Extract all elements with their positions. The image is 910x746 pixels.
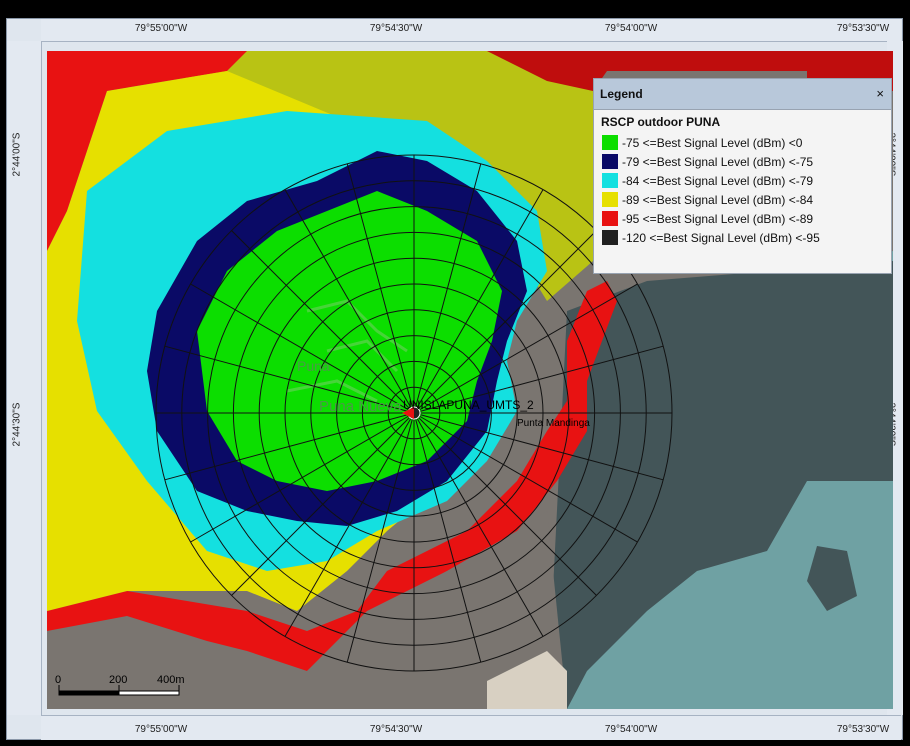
legend-item-label: -75 <=Best Signal Level (dBm) <0 [622,135,803,150]
scale-label: 400m [157,674,185,686]
grid-spoke [346,412,415,663]
legend-item: -120 <=Best Signal Level (dBm) <-95 [602,228,891,247]
top-lon-label: 79°54'30"W [369,23,423,34]
bottom-lon-label: 79°54'00"W [604,724,658,735]
legend-panel: Legend × RSCP outdoor PUNA -75 <=Best Si… [593,78,892,274]
legend-item-label: -95 <=Best Signal Level (dBm) <-89 [622,211,814,226]
map-frame: 79°55'00"W 79°54'30"W 79°54'00"W 79°53'3… [6,18,903,740]
red-coverage-ring [47,281,617,709]
grid-spoke [413,163,482,414]
grid-spoke [164,345,415,414]
top-lon-label: 79°54'00"W [604,23,658,34]
legend-item: -89 <=Best Signal Level (dBm) <-84 [602,190,891,209]
legend-item-label: -120 <=Best Signal Level (dBm) <-95 [622,230,820,245]
site-label: UNISLAPUNA_UMTS_2 [403,398,534,412]
legend-header: Legend × [594,79,891,110]
legend-item: -79 <=Best Signal Level (dBm) <-75 [602,152,891,171]
legend-item-label: -79 <=Best Signal Level (dBm) <-75 [622,154,814,169]
legend-item: -84 <=Best Signal Level (dBm) <-79 [602,171,891,190]
legend-items: -75 <=Best Signal Level (dBm) <0 -79 <=B… [594,133,891,247]
left-lat-label: 2°44'30"S [11,402,23,447]
legend-item: -95 <=Best Signal Level (dBm) <-89 [602,209,891,228]
top-lon-label: 79°53'30"W [836,23,890,34]
scale-bar: 0 200 400m [55,674,185,696]
legend-item-label: -84 <=Best Signal Level (dBm) <-79 [622,173,814,188]
grid-spoke [413,230,597,414]
legend-swatch [602,211,618,226]
grid-spoke [413,412,544,637]
coverage-map[interactable]: UNISLAPUNA_UMTS_2 Puna Puna Nueva Punta … [47,51,893,709]
scale-label: 0 [55,674,61,686]
grid-spoke [346,163,415,414]
sand-patch [487,651,567,709]
top-lon-label: 79°55'00"W [134,23,188,34]
top-coordinate-ruler: 79°55'00"W 79°54'30"W 79°54'00"W 79°53'3… [41,19,901,42]
bottom-lon-label: 79°53'30"W [836,724,890,735]
grid-spoke [413,283,638,414]
grid-spoke [190,283,415,414]
coverage-map-canvas: UNISLAPUNA_UMTS_2 Puna Puna Nueva Punta … [47,51,893,709]
grid-spoke [413,345,664,414]
grid-spoke [284,412,415,637]
legend-swatch [602,192,618,207]
left-coordinate-ruler: 2°44'00"S 2°44'30"S [7,41,42,715]
left-lat-label: 2°44'00"S [11,132,23,177]
place-label-puna-nueva: Puna Nueva [319,398,402,415]
grid-spoke [284,189,415,414]
legend-title: Legend [600,87,643,101]
legend-subtitle: RSCP outdoor PUNA [601,115,721,129]
grid-spoke [413,412,482,663]
grid-spoke [413,412,597,596]
place-label-puna: Puna [297,358,330,374]
legend-swatch [602,135,618,150]
grid-spoke [413,189,544,414]
bottom-lon-label: 79°55'00"W [134,724,188,735]
legend-swatch [602,230,618,245]
legend-item-label: -89 <=Best Signal Level (dBm) <-84 [622,192,814,207]
grid-spoke [164,412,415,481]
bottom-coordinate-ruler: 79°55'00"W 79°54'30"W 79°54'00"W 79°53'3… [41,715,901,740]
red-coverage-left [47,51,247,251]
grid-spoke [413,412,664,481]
polar-grid [155,154,673,672]
grid-spoke [231,230,415,414]
sea-dark-area [547,261,893,709]
legend-swatch [602,173,618,188]
grid-spoke [231,412,415,596]
site-antenna-icon [402,407,414,419]
sea-dark-patch [807,546,857,611]
legend-item: -75 <=Best Signal Level (dBm) <0 [602,133,891,152]
scale-label: 200 [109,674,127,686]
darkred-coverage [487,51,893,91]
town-roads [286,299,408,403]
place-label-punta: Punta Mandinga [517,418,590,429]
close-icon[interactable]: × [876,86,884,101]
grid-spoke [413,412,638,543]
legend-swatch [602,154,618,169]
grid-spoke [190,412,415,543]
land-bottom [47,511,567,709]
bottom-lon-label: 79°54'30"W [369,724,423,735]
